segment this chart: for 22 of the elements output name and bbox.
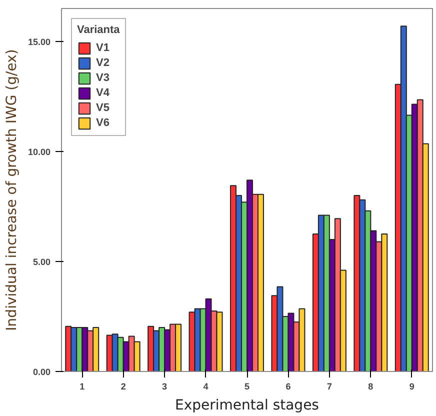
x-tick-label: 4 (203, 382, 208, 392)
legend-label: V4 (96, 86, 110, 100)
x-tick-label: 2 (120, 382, 126, 392)
legend-label: V2 (96, 56, 110, 70)
x-tick-label: 3 (162, 382, 168, 392)
x-axis-title: Experimental stages (175, 398, 319, 414)
y-tick-label: 0.00 (32, 367, 51, 377)
x-tick-label: 9 (409, 382, 414, 392)
x-tick-label: 1 (80, 382, 85, 392)
y-tick-label: 10.00 (28, 147, 51, 157)
y-axis-title: Individual increase of growth IWG (g/ex) (4, 49, 20, 331)
y-tick-label: 15.00 (28, 37, 51, 47)
legend-label: V3 (96, 71, 110, 85)
legend-title: Varianta (77, 24, 120, 36)
legend-label: V5 (96, 101, 110, 115)
y-tick-label: 5.00 (32, 257, 51, 267)
x-tick-label: 5 (244, 382, 250, 392)
x-tick-label: 8 (368, 382, 374, 392)
legend-label: V6 (96, 116, 110, 130)
x-tick-label: 7 (326, 382, 332, 392)
legend-label: V1 (96, 41, 110, 55)
x-tick-label: 6 (286, 382, 291, 392)
